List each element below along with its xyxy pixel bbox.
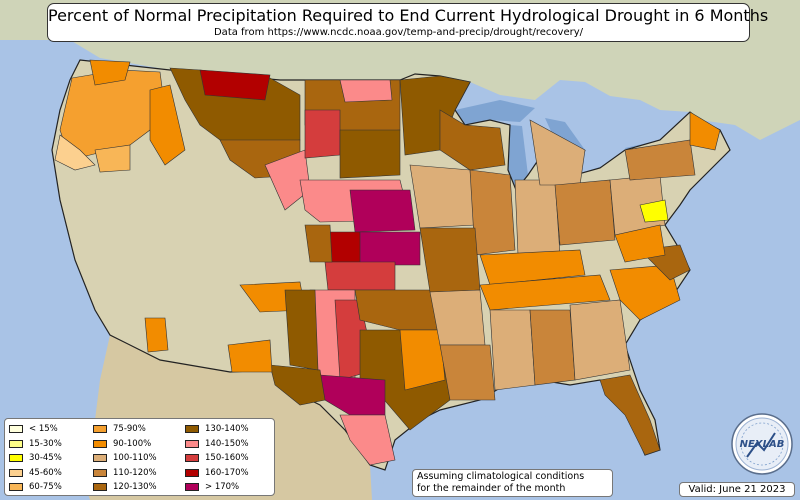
legend-label: 110-120%: [113, 467, 157, 478]
region-tennessee: [479, 274, 611, 311]
region-nd-north: [339, 79, 393, 103]
legend-item: 15-30%: [9, 437, 62, 452]
legend-swatch: [93, 468, 107, 477]
lake-superior: [455, 100, 535, 125]
region-kansas-south: [324, 261, 396, 291]
region-indiana: [514, 179, 561, 256]
map-title: Percent of Normal Precipitation Required…: [48, 6, 769, 25]
legend-label: 120-130%: [113, 482, 157, 493]
legend-column-2: 75-90% 90-100% 100-110% 110-120% 120-130…: [93, 422, 157, 495]
legend-swatch: [9, 483, 23, 492]
region-west-virginia: [614, 224, 666, 263]
region-new-york: [624, 139, 696, 181]
legend-swatch: [185, 425, 199, 434]
legend-item: 75-90%: [93, 422, 157, 437]
legend-item: 150-160%: [185, 451, 249, 466]
region-arizona-se: [227, 339, 273, 373]
region-florida: [599, 374, 661, 456]
legend-label: 100-110%: [113, 453, 157, 464]
region-illinois: [469, 169, 516, 256]
region-wisconsin: [439, 109, 506, 171]
legend-label: 160-170%: [205, 467, 249, 478]
legend-swatch: [93, 425, 107, 434]
region-montana-north: [199, 69, 271, 101]
region-kansas-east: [359, 231, 421, 266]
region-new-england: [689, 111, 721, 151]
legend-item: 120-130%: [93, 480, 157, 495]
region-new-mexico: [284, 289, 319, 371]
assumption-note: Assuming climatological conditions for t…: [412, 469, 613, 497]
legend-item: 160-170%: [185, 466, 249, 481]
note-line-2: for the remainder of the month: [417, 483, 566, 494]
legend-swatch: [93, 483, 107, 492]
region-colorado-east: [304, 224, 333, 263]
lake-michigan: [508, 125, 528, 190]
legend-column-1: < 15% 15-30% 30-45% 45-60% 60-75%: [9, 422, 62, 495]
legend-item: < 15%: [9, 422, 62, 437]
valid-date: Valid: June 21 2023: [679, 482, 795, 497]
map-subtitle: Data from https://www.ncdc.noaa.gov/temp…: [213, 27, 584, 38]
region-east-texas: [399, 329, 446, 391]
legend-swatch: [93, 439, 107, 448]
legend-item: 90-100%: [93, 437, 157, 452]
legend-item: 100-110%: [93, 451, 157, 466]
region-minnesota: [399, 75, 471, 156]
legend-label: 130-140%: [205, 424, 249, 435]
legend-item: > 170%: [185, 480, 249, 495]
legend-label: 90-100%: [113, 438, 152, 449]
legend-label: 15-30%: [29, 438, 62, 449]
region-louisiana: [439, 344, 496, 401]
legend-label: < 15%: [29, 424, 58, 435]
legend-swatch: [185, 439, 199, 448]
legend-item: 130-140%: [185, 422, 249, 437]
region-south-dakota: [339, 129, 401, 179]
legend-swatch: [9, 468, 23, 477]
region-maryland: [639, 199, 669, 223]
legend-item: 110-120%: [93, 466, 157, 481]
region-kentucky: [479, 249, 586, 286]
legend-label: 60-75%: [29, 482, 62, 493]
legend-swatch: [9, 439, 23, 448]
region-ohio: [554, 179, 616, 246]
note-line-1: Assuming climatological conditions: [417, 471, 585, 482]
legend-swatch: [185, 468, 199, 477]
legend-swatch: [9, 454, 23, 463]
region-central-oregon: [94, 144, 131, 173]
region-georgia: [569, 299, 631, 381]
legend-item: 45-60%: [9, 466, 62, 481]
region-mississippi: [489, 309, 536, 391]
region-arizona-sw: [144, 317, 169, 353]
region-south-texas: [339, 414, 396, 466]
legend-swatch: [185, 454, 199, 463]
legend-label: 140-150%: [205, 438, 249, 449]
legend: < 15% 15-30% 30-45% 45-60% 60-75% 75-90%…: [4, 418, 275, 496]
legend-item: 30-45%: [9, 451, 62, 466]
region-nebraska-east: [349, 189, 416, 233]
legend-label: > 170%: [205, 482, 240, 493]
region-puget: [89, 59, 131, 86]
legend-swatch: [9, 425, 23, 434]
region-arkansas: [429, 289, 486, 346]
region-idaho-west: [149, 84, 186, 166]
region-oregon-coast: [54, 134, 96, 171]
region-missouri: [419, 227, 481, 293]
legend-item: 140-150%: [185, 437, 249, 452]
legend-column-3: 130-140% 140-150% 150-160% 160-170% > 17…: [185, 422, 249, 495]
region-alabama: [529, 309, 576, 386]
nexlab-logo: NEXLAB: [731, 413, 793, 475]
region-iowa: [409, 164, 476, 229]
title-box: Percent of Normal Precipitation Required…: [47, 3, 769, 42]
legend-label: 30-45%: [29, 453, 62, 464]
legend-swatch: [93, 454, 107, 463]
legend-item: 60-75%: [9, 480, 62, 495]
region-sd-west: [304, 109, 341, 159]
legend-label: 45-60%: [29, 467, 62, 478]
logo-text: NEXLAB: [740, 439, 785, 450]
legend-swatch: [185, 483, 199, 492]
legend-label: 75-90%: [113, 424, 146, 435]
legend-label: 150-160%: [205, 453, 249, 464]
